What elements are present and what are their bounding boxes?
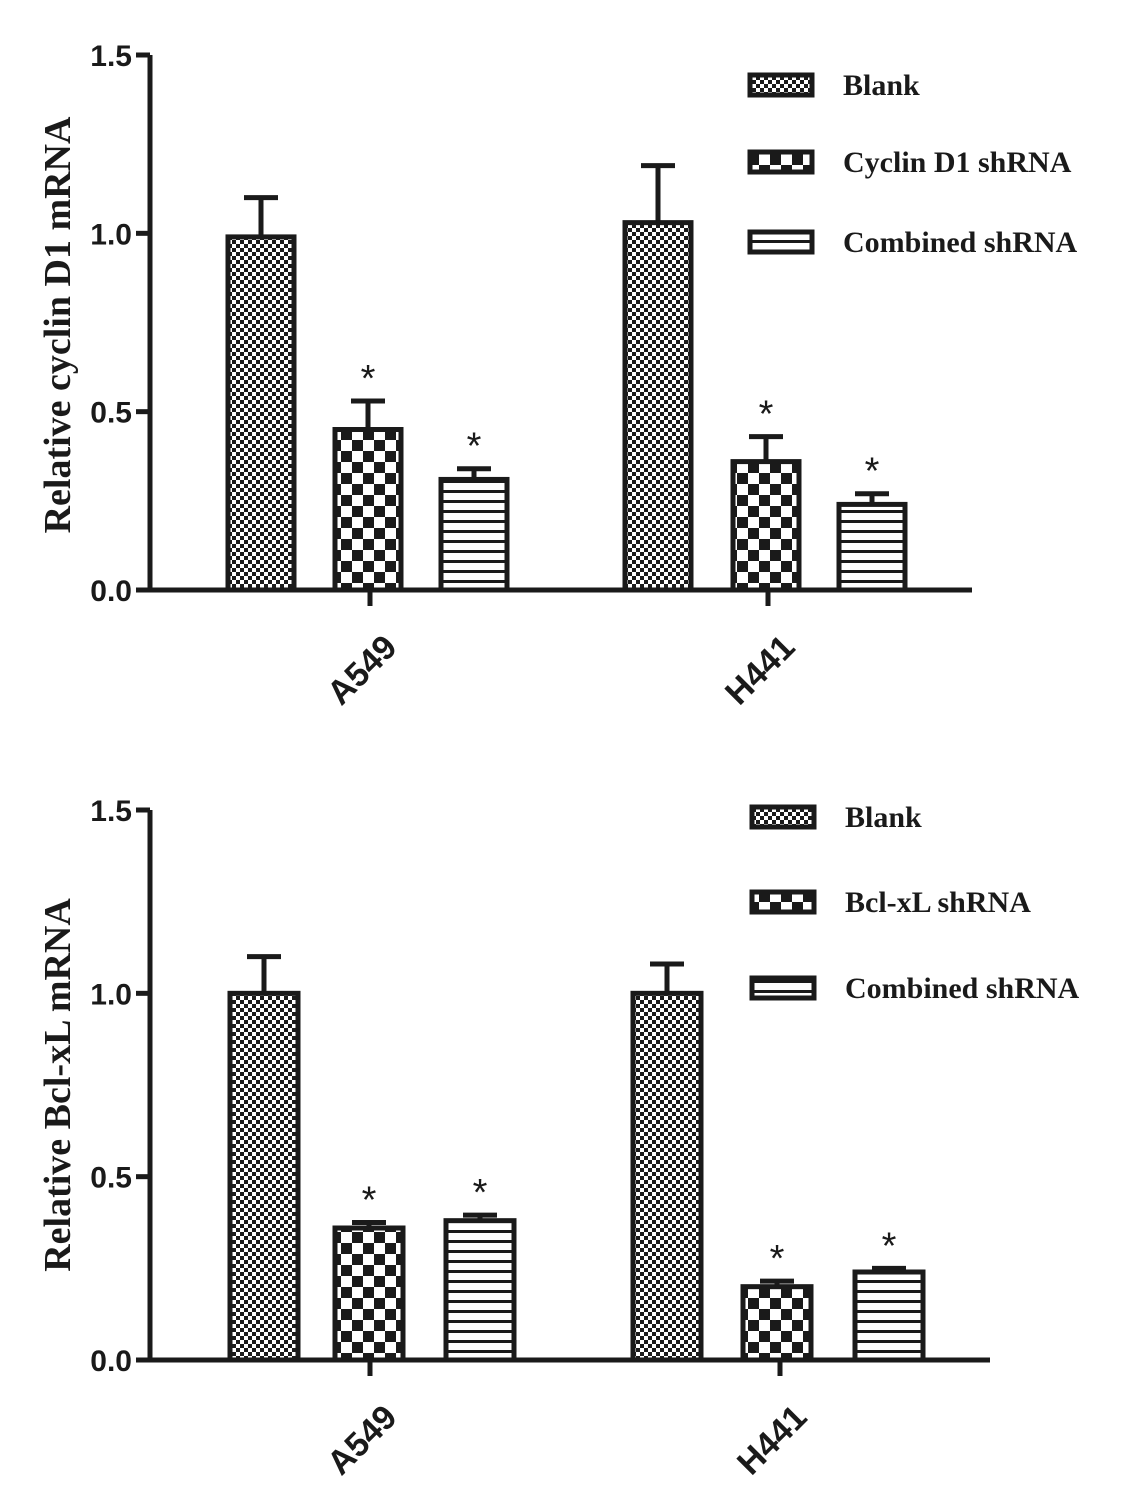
significance-star: *	[882, 1225, 897, 1267]
y-axis-title: Relative Bcl-xL mRNA	[37, 898, 79, 1272]
bar	[852, 1269, 926, 1363]
chart-bcl-xl: 0.0 0.5 1.0 1.5 Relative Bcl-xL mRNA A549 H441…	[37, 795, 1080, 1482]
significance-star: *	[361, 358, 376, 400]
x-tick-label: H441	[730, 1398, 814, 1482]
legend-label: Cyclin D1 shRNA	[843, 146, 1072, 179]
legend-label: Combined shRNA	[843, 226, 1078, 259]
bar	[740, 1284, 814, 1363]
legend-label: Bcl-xL shRNA	[845, 886, 1031, 919]
bar	[730, 459, 802, 593]
legend-label: Blank	[845, 801, 922, 834]
bar	[227, 990, 301, 1363]
y-axis-title: Relative cyclin D1 mRNA	[37, 116, 79, 533]
significance-star: *	[467, 426, 482, 468]
significance-star: *	[473, 1172, 488, 1214]
y-tick-label: 1.5	[90, 40, 132, 73]
bar	[443, 1218, 517, 1363]
y-tick-label: 0.0	[90, 575, 132, 608]
y-tick-label: 0.0	[90, 1345, 132, 1378]
y-tick-label: 1.0	[90, 218, 132, 251]
bar	[332, 427, 404, 593]
bar	[836, 501, 908, 593]
legend-label: Blank	[843, 69, 920, 102]
significance-star: *	[770, 1238, 785, 1280]
x-tick-label: H441	[718, 628, 802, 712]
bar	[630, 990, 704, 1363]
bar	[332, 1225, 406, 1363]
y-tick-label: 1.0	[90, 978, 132, 1011]
significance-star: *	[362, 1180, 377, 1222]
bar	[622, 220, 694, 593]
legend-swatch	[749, 804, 817, 830]
legend-label: Combined shRNA	[845, 972, 1080, 1005]
bar	[438, 476, 510, 593]
legend-swatch	[747, 229, 815, 255]
y-tick-label: 1.5	[90, 795, 132, 828]
significance-star: *	[865, 451, 880, 493]
chart-cyclin-d1: 0.0 0.5 1.0 1.5 Relative cyclin D1 mRNA A549 H…	[37, 40, 1078, 712]
x-tick-label: A549	[320, 628, 404, 712]
legend-swatch	[749, 889, 817, 915]
y-tick-label: 0.5	[90, 397, 132, 430]
x-tick-label: A549	[320, 1398, 404, 1482]
significance-star: *	[759, 394, 774, 436]
legend-swatch	[747, 149, 815, 175]
legend-swatch	[747, 72, 815, 98]
legend-swatch	[749, 975, 817, 1001]
y-tick-label: 0.5	[90, 1162, 132, 1195]
bar	[225, 234, 297, 593]
